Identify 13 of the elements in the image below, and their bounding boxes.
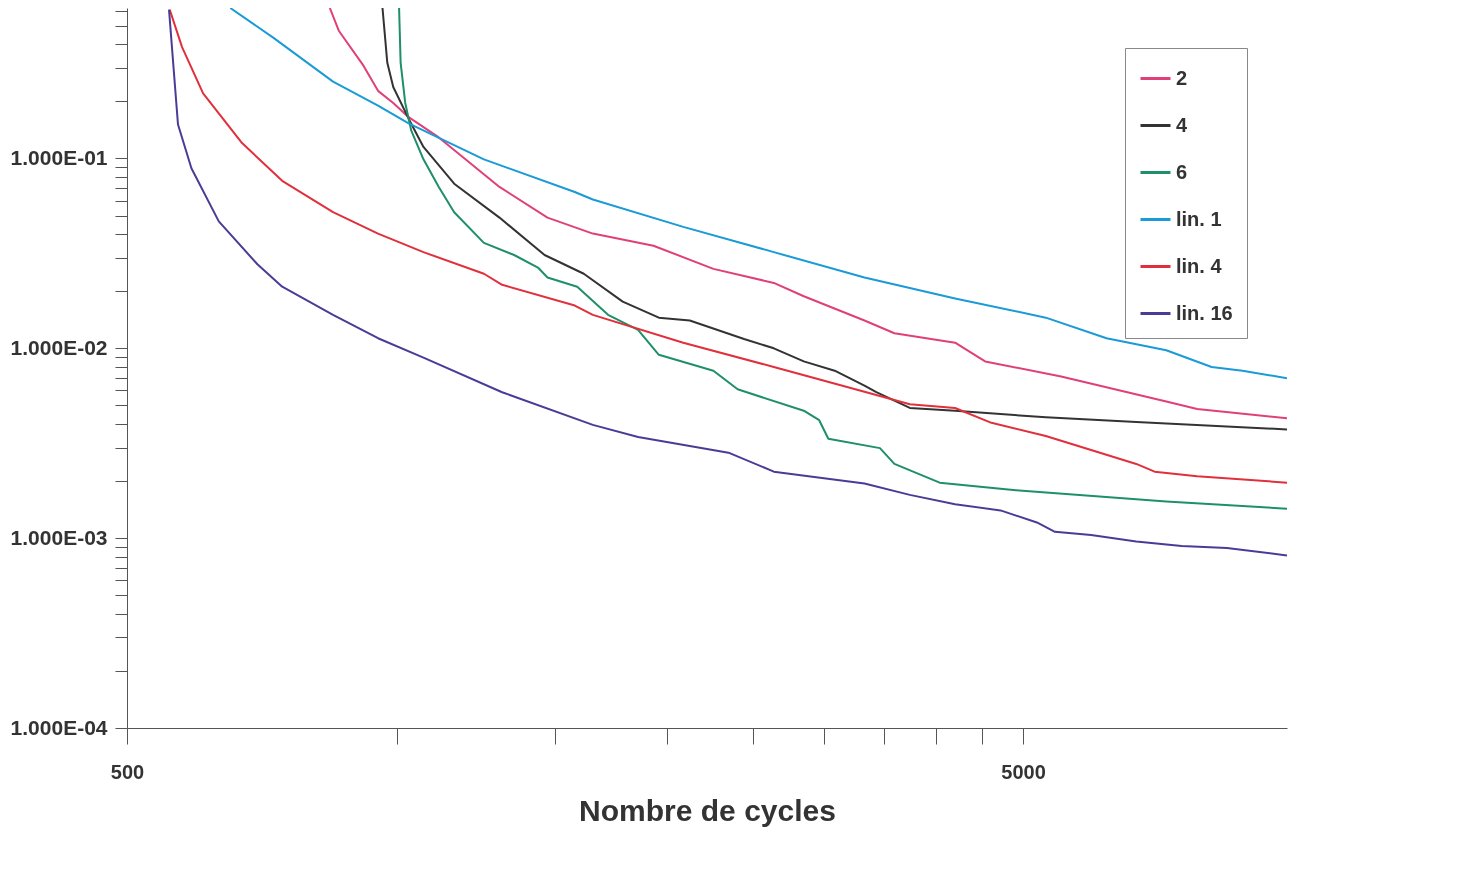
legend-label: lin. 4	[1176, 254, 1223, 277]
y-tick-label: 1.000E-04	[10, 715, 108, 739]
legend-label: 4	[1176, 113, 1188, 136]
y-tick-label: 1.000E-02	[10, 335, 108, 359]
legend-label: lin. 16	[1176, 301, 1233, 324]
x-axis-title: Nombre de cycles	[579, 793, 836, 827]
x-tick-label: 5000	[1001, 760, 1046, 783]
y-tick-label: 1.000E-01	[10, 145, 108, 169]
legend-label: 6	[1176, 160, 1188, 183]
x-tick-label: 500	[110, 760, 145, 783]
legend-label: lin. 1	[1176, 207, 1222, 230]
legend-label: 2	[1176, 66, 1188, 89]
y-tick-label: 1.000E-03	[10, 525, 108, 549]
